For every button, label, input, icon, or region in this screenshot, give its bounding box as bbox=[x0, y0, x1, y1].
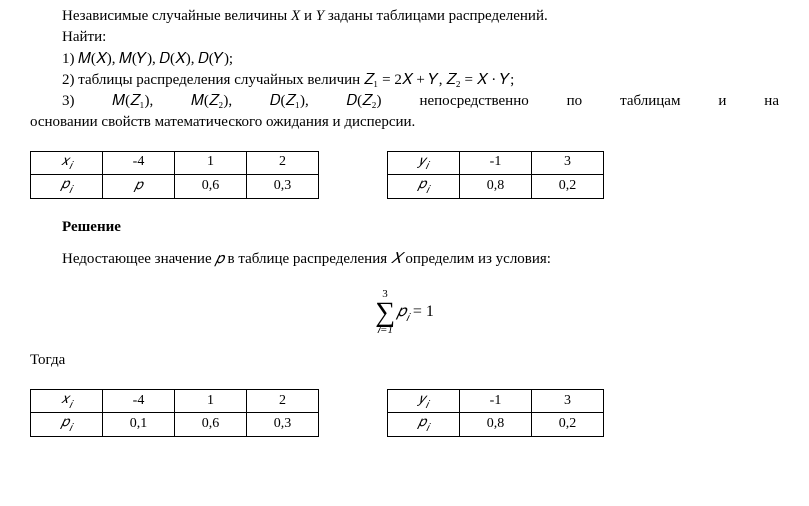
cell: 2 bbox=[247, 151, 319, 175]
table-x-2: 𝑥𝑖 -4 1 2 𝑝𝑖 0,1 0,6 0,3 bbox=[30, 389, 319, 437]
header-pi: 𝑝𝑖 bbox=[388, 413, 460, 437]
cell: 𝑝 bbox=[103, 175, 175, 199]
cell: 0,2 bbox=[532, 175, 604, 199]
header-yi: 𝑦𝑖 bbox=[388, 389, 460, 413]
header-xi: 𝑥𝑖 bbox=[31, 389, 103, 413]
tables-row-1: 𝑥𝑖 -4 1 2 𝑝𝑖 𝑝 0,6 0,3 𝑦𝑖 -1 3 𝑝𝑖 0,8 0,… bbox=[30, 151, 779, 199]
item1: 1) 𝑀(𝑋), 𝑀(𝑌), 𝐷(𝑋), 𝐷(𝑌); bbox=[30, 49, 779, 69]
sigma-expression: 𝑝𝑖 = 1 bbox=[397, 301, 434, 325]
solution-heading: Решение bbox=[30, 217, 779, 237]
find-label: Найти: bbox=[30, 27, 779, 47]
cell: 3 bbox=[532, 389, 604, 413]
then-label: Тогда bbox=[30, 350, 779, 370]
header-pi: 𝑝𝑖 bbox=[388, 175, 460, 199]
cell: 0,3 bbox=[247, 413, 319, 437]
cell: 0,8 bbox=[460, 413, 532, 437]
cell: 3 bbox=[532, 151, 604, 175]
sigma-symbol: ∑ bbox=[375, 300, 395, 325]
table-row: 𝑝𝑖 0,1 0,6 0,3 bbox=[31, 413, 319, 437]
cell: 1 bbox=[175, 389, 247, 413]
table-y-2: 𝑦𝑖 -1 3 𝑝𝑖 0,8 0,2 bbox=[387, 389, 604, 437]
item3a: 3) 𝑀(𝑍₁), 𝑀(𝑍₂), 𝐷(𝑍₁), 𝐷(𝑍₂) непосредст… bbox=[30, 91, 779, 111]
table-row: 𝑥𝑖 -4 1 2 bbox=[31, 389, 319, 413]
table-row: 𝑥𝑖 -4 1 2 bbox=[31, 151, 319, 175]
table-row: 𝑦𝑖 -1 3 bbox=[388, 151, 604, 175]
header-yi: 𝑦𝑖 bbox=[388, 151, 460, 175]
tables-row-2: 𝑥𝑖 -4 1 2 𝑝𝑖 0,1 0,6 0,3 𝑦𝑖 -1 3 𝑝𝑖 0,8 … bbox=[30, 389, 779, 437]
cell: 2 bbox=[247, 389, 319, 413]
cell: 0,2 bbox=[532, 413, 604, 437]
sigma-lower: 𝑖=1 bbox=[377, 325, 393, 336]
header-pi: 𝑝𝑖 bbox=[31, 413, 103, 437]
table-row: 𝑝𝑖 0,8 0,2 bbox=[388, 413, 604, 437]
table-x-1: 𝑥𝑖 -4 1 2 𝑝𝑖 𝑝 0,6 0,3 bbox=[30, 151, 319, 199]
sum-formula: 3 ∑ 𝑖=1 𝑝𝑖 = 1 bbox=[30, 283, 779, 336]
intro-line1: Независимые случайные величины X и Y зад… bbox=[30, 6, 779, 26]
item3b: основании свойств математического ожидан… bbox=[30, 112, 779, 132]
cell: 0,6 bbox=[175, 413, 247, 437]
cell: 1 bbox=[175, 151, 247, 175]
table-row: 𝑦𝑖 -1 3 bbox=[388, 389, 604, 413]
cell: 0,3 bbox=[247, 175, 319, 199]
table-row: 𝑝𝑖 0,8 0,2 bbox=[388, 175, 604, 199]
header-pi: 𝑝𝑖 bbox=[31, 175, 103, 199]
item2: 2) таблицы распределения случайных велич… bbox=[30, 70, 779, 90]
table-row: 𝑝𝑖 𝑝 0,6 0,3 bbox=[31, 175, 319, 199]
cell: 0,6 bbox=[175, 175, 247, 199]
cell: -1 bbox=[460, 389, 532, 413]
header-xi: 𝑥𝑖 bbox=[31, 151, 103, 175]
cell: -4 bbox=[103, 389, 175, 413]
cell: 0,1 bbox=[103, 413, 175, 437]
table-y-1: 𝑦𝑖 -1 3 𝑝𝑖 0,8 0,2 bbox=[387, 151, 604, 199]
solution-missing-p: Недостающее значение 𝑝 в таблице распред… bbox=[30, 249, 779, 269]
cell: -4 bbox=[103, 151, 175, 175]
cell: -1 bbox=[460, 151, 532, 175]
cell: 0,8 bbox=[460, 175, 532, 199]
